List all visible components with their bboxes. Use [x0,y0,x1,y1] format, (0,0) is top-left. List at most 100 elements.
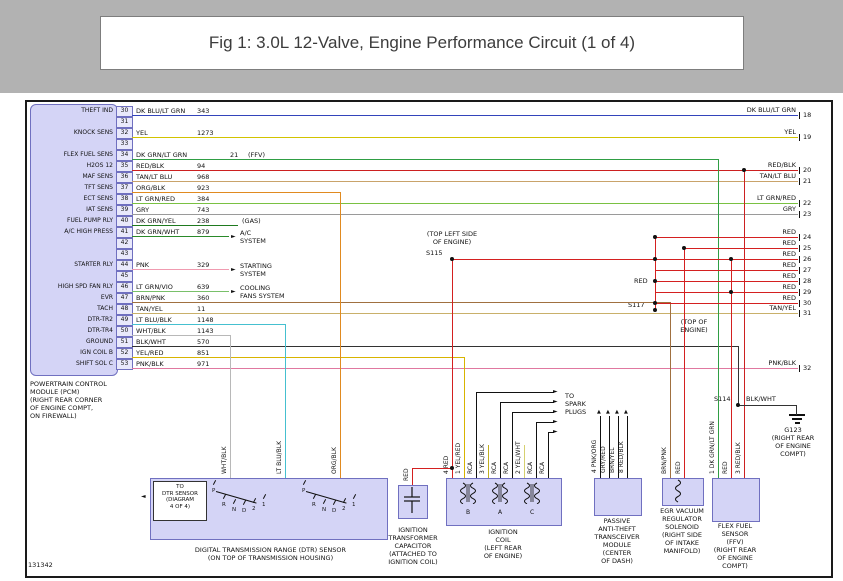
s114-wire-label: BLK/WHT [746,395,776,403]
pcm-pin-number: 34 [116,150,133,161]
flex-fuel-sensor-box [712,478,760,522]
wire-segment [548,431,554,433]
wire-segment [795,405,797,415]
circuit-number: 1273 [197,129,214,137]
splice-s117-label: S117 [628,301,645,309]
wire-segment [412,467,453,469]
wire-note: (GAS) [242,217,261,225]
junction-dot [653,235,657,239]
flow-arrow-right-icon: ► [231,233,236,240]
wire-segment [536,421,554,423]
circuit-number: 329 [197,261,210,269]
continuation-arrow-left-icon: ◄ [141,493,146,500]
rotated-wire-label: 1 YEL/RED [455,442,462,474]
wire-segment [511,412,513,478]
pcm-pin-number: 35 [116,161,133,172]
circuit-number: 21 [230,151,239,159]
wire-segment [654,237,656,310]
ground-symbol [795,422,800,424]
edge-wire-label: RED [782,250,796,258]
edge-pin-number: 31 [803,309,812,317]
dtr-position-letter: N [232,507,237,513]
wire-color-label: DK BLU/LT GRN [136,107,186,115]
circuit-number: 94 [197,162,206,170]
pcm-pin-number: 41 [116,227,133,238]
pcm-pin-number: 47 [116,293,133,304]
edge-tick [799,364,801,372]
wire-color-label: WHT/BLK [136,327,166,335]
edge-tick [799,210,801,218]
flex-fuel-caption: FLEX FUEL SENSOR (FFV) (RIGHT REAR OF EN… [713,522,757,570]
wire-segment [132,169,798,171]
rotated-wire-label: ORG/BLK [331,447,338,474]
solenoid-coil-icon [675,479,681,503]
pcm-pin-label: ECT SENS [83,195,113,202]
junction-dot [450,466,454,470]
wire-segment [132,235,229,237]
figure-number: 131342 [28,561,53,569]
junction-dot [729,290,733,294]
edge-pin-number: 20 [803,166,812,174]
rotated-wire-label: LT BLU/BLK [276,440,283,474]
edge-wire-label: LT GRN/RED [757,194,796,202]
pcm-pin-number: 48 [116,304,133,315]
wire-segment [229,335,231,478]
wire-segment [132,136,798,138]
wire-color-label: PNK [136,261,150,269]
dtr-caption: DIGITAL TRANSMISSION RANGE (DTR) SENSOR … [194,546,347,562]
pcm-pin-number: 39 [116,205,133,216]
wire-segment [655,280,798,282]
wire-segment [132,301,671,303]
rotated-wire-label: 4 PNK/ORG [591,439,598,473]
wire-color-label: LT GRN/VIO [136,283,173,291]
edge-pin-number: 28 [803,277,812,285]
rotated-wire-label: BRN/YEL [609,447,616,473]
pcm-pin-label: H2OS 12 [86,162,113,169]
dtr-position-letter: 2 [342,506,346,512]
splice-s114-label: S114 [714,395,731,403]
pcm-pin-label: DTR-TR4 [87,327,113,334]
rotated-wire-label: 4 RED [443,455,450,474]
wire-note: (FFV) [248,151,265,159]
coil-winding-icon [460,482,476,504]
pcm-pin-label: TACH [97,305,113,312]
junction-dot [450,257,454,261]
edge-tick [799,277,801,285]
edge-wire-label: DK BLU/LT GRN [746,106,796,114]
edge-wire-label: PNK/BLK [768,359,796,367]
edge-wire-label: TAN/LT BLU [759,172,796,180]
wire-segment [743,170,745,478]
wire-segment [452,258,798,260]
pcm-pin-label: THEFT IND [81,107,113,114]
rotated-wire-label: RCA [491,461,498,474]
circuit-number: 923 [197,184,210,192]
ac-system-label: A/C SYSTEM [240,229,266,245]
page-title: Fig 1: 3.0L 12-Valve, Engine Performance… [208,33,636,52]
wire-segment [669,302,671,478]
pats-module-box [594,478,642,516]
edge-wire-label: RED [782,239,796,247]
pcm-pin-number: 31 [116,117,133,128]
wire-segment [284,324,286,478]
wire-segment [535,422,537,478]
edge-pin-number: 24 [803,233,812,241]
coil-winding-icon [492,482,508,504]
edge-pin-number: 29 [803,288,812,296]
coil-terminal-letter: A [498,509,503,516]
ignition-capacitor-box [398,485,428,519]
edge-tick [799,244,801,252]
pcm-pin-number: 53 [116,359,133,370]
circuit-number: 851 [197,349,210,357]
edge-tick [799,199,801,207]
edge-wire-label: RED/BLK [767,161,796,169]
s117-location-note: (TOP OF ENGINE) [680,318,708,334]
wire-color-label: PNK/BLK [136,360,164,368]
circuit-number: 639 [197,283,210,291]
junction-dot [653,279,657,283]
rotated-wire-label: RED [403,468,410,481]
wire-color-label: BLK/WHT [136,338,166,346]
wire-segment [339,192,341,478]
junction-dot [682,246,686,250]
ground-symbol [789,414,805,416]
